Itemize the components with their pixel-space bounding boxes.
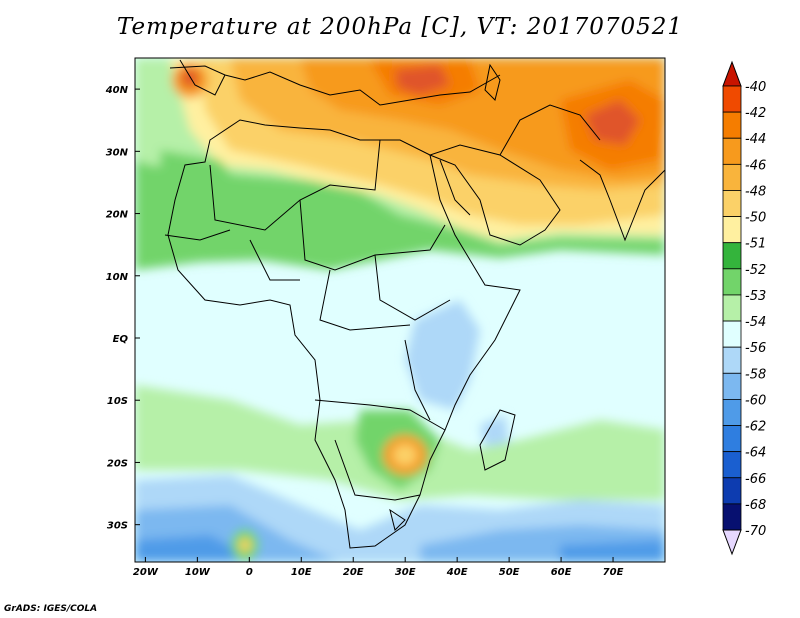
lat-tick-label: 40N bbox=[105, 85, 129, 96]
colorbar-label: -56 bbox=[745, 341, 766, 356]
lat-tick-label: 30N bbox=[106, 147, 129, 158]
longitude-axis: 20W 10W 0 10E 20E 30E 40E 50E 60E 70E bbox=[133, 557, 624, 578]
colorbar-label: -66 bbox=[745, 472, 766, 487]
plot-frame bbox=[134, 57, 666, 563]
colorbar-bottom-arrow bbox=[722, 529, 742, 556]
latitude-axis: 40N 30N 20N 10N EQ 10S 20S 30S bbox=[105, 85, 140, 532]
lon-tick-label: 20W bbox=[133, 567, 159, 578]
colorbar-label: -54 bbox=[745, 315, 766, 330]
lon-tick-label: 60E bbox=[551, 567, 572, 578]
colorbar-label: -40 bbox=[745, 80, 766, 95]
colorbar-label: -52 bbox=[745, 263, 766, 278]
credit-text: GrADS: IGES/COLA bbox=[4, 604, 98, 614]
colorbar-label: -58 bbox=[745, 367, 766, 382]
temperature-field bbox=[135, 58, 665, 562]
colorbar-swatch bbox=[722, 111, 742, 139]
colorbar-swatch bbox=[722, 268, 742, 296]
lon-tick-label: 50E bbox=[499, 567, 520, 578]
colorbar-label: -70 bbox=[745, 524, 766, 539]
colorbar-label: -62 bbox=[745, 420, 766, 435]
lon-tick-label: 0 bbox=[246, 567, 253, 578]
colorbar-label: -50 bbox=[745, 211, 766, 226]
lat-tick-label: 30S bbox=[107, 521, 128, 532]
lat-tick-label: EQ bbox=[113, 334, 129, 345]
colorbar-label: -64 bbox=[745, 446, 766, 461]
colorbar-swatch bbox=[722, 451, 742, 479]
lon-tick-label: 30E bbox=[395, 567, 416, 578]
colorbar: -40 -42 -44 -46 -48 -50 -51 -52 -53 -54 -56 -58 -60 -… bbox=[722, 60, 766, 556]
colorbar-swatch bbox=[722, 294, 742, 322]
colorbar-swatch bbox=[722, 346, 742, 374]
colorbar-swatch bbox=[722, 372, 742, 400]
colorbar-label: -51 bbox=[745, 237, 766, 252]
colorbar-label: -53 bbox=[745, 289, 766, 304]
colorbar-swatch bbox=[722, 163, 742, 191]
colorbar-label: -42 bbox=[745, 106, 766, 121]
lat-tick-label: 10N bbox=[106, 272, 129, 283]
lon-tick-label: 70E bbox=[603, 567, 624, 578]
colorbar-swatch bbox=[722, 242, 742, 270]
colorbar-swatch bbox=[722, 85, 742, 113]
coastlines bbox=[164, 59, 665, 549]
colorbar-swatch bbox=[722, 320, 742, 348]
colorbar-swatch bbox=[722, 399, 742, 426]
lat-tick-label: 20S bbox=[107, 458, 128, 469]
colorbar-label: -44 bbox=[745, 132, 766, 147]
colorbar-label: -60 bbox=[745, 393, 766, 408]
lon-tick-label: 20E bbox=[343, 567, 364, 578]
colorbar-swatch bbox=[722, 477, 742, 505]
colorbar-swatch bbox=[722, 190, 742, 217]
lon-tick-label: 10E bbox=[291, 567, 312, 578]
colorbar-top-arrow bbox=[722, 60, 742, 87]
colorbar-swatch bbox=[722, 425, 742, 453]
colorbar-label: -48 bbox=[745, 184, 766, 199]
lon-tick-label: 40E bbox=[446, 567, 468, 578]
colorbar-swatch bbox=[722, 216, 742, 244]
map-title: Temperature at 200hPa [C], VT: 201707052… bbox=[116, 14, 684, 40]
lat-tick-label: 20N bbox=[106, 210, 129, 221]
colorbar-swatch bbox=[722, 503, 742, 531]
lon-tick-label: 10W bbox=[185, 567, 211, 578]
colorbar-label: -46 bbox=[745, 158, 766, 173]
colorbar-swatch bbox=[722, 137, 742, 165]
colorbar-label: -68 bbox=[745, 498, 766, 513]
lat-tick-label: 10S bbox=[107, 396, 128, 407]
